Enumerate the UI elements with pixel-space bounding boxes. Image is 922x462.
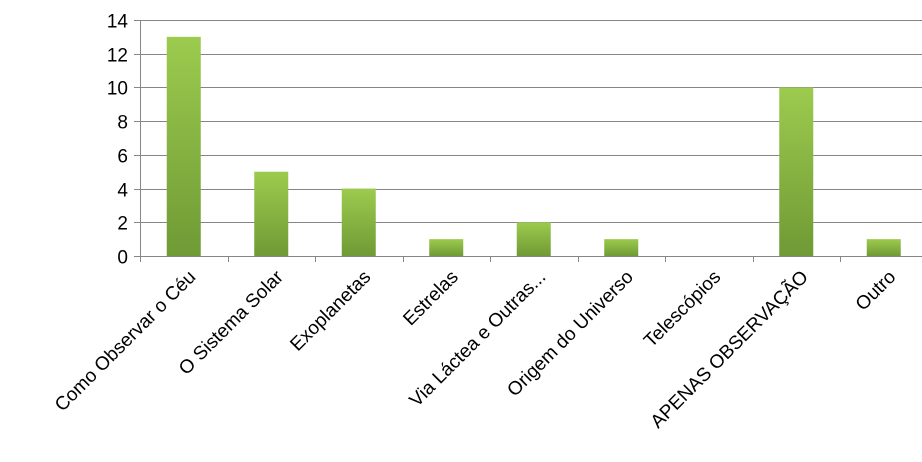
y-tick-labels: 0 2 4 6 8 10 12 14 [107, 12, 129, 269]
x-category-label: Exoplanetas [286, 267, 375, 356]
y-tick-label: 14 [107, 12, 129, 33]
y-tick-label: 0 [117, 248, 128, 269]
axes [134, 20, 922, 262]
bar-2 [254, 171, 289, 256]
x-category-label: Estrelas [399, 267, 462, 330]
x-category-label: Como Observar o Céu [51, 267, 200, 416]
y-tick-label: 4 [117, 181, 128, 202]
y-tick-label: 12 [107, 46, 128, 67]
x-category-label: Outro [852, 267, 900, 315]
bar-3 [341, 188, 376, 256]
bar-4 [429, 239, 464, 256]
y-tick-label: 2 [117, 214, 128, 235]
bar-8 [779, 87, 814, 256]
y-tick-label: 10 [107, 79, 128, 100]
y-tick-label: 8 [117, 113, 128, 134]
y-tick-label: 6 [117, 147, 128, 168]
x-category-label: Telescópios [640, 267, 725, 352]
bar-5 [516, 222, 551, 256]
bar-9 [866, 239, 901, 256]
bars [166, 36, 901, 256]
x-category-label: APENAS OBSERVAÇÃO [646, 266, 813, 433]
bar-6 [604, 239, 639, 256]
bar-1 [166, 36, 201, 256]
